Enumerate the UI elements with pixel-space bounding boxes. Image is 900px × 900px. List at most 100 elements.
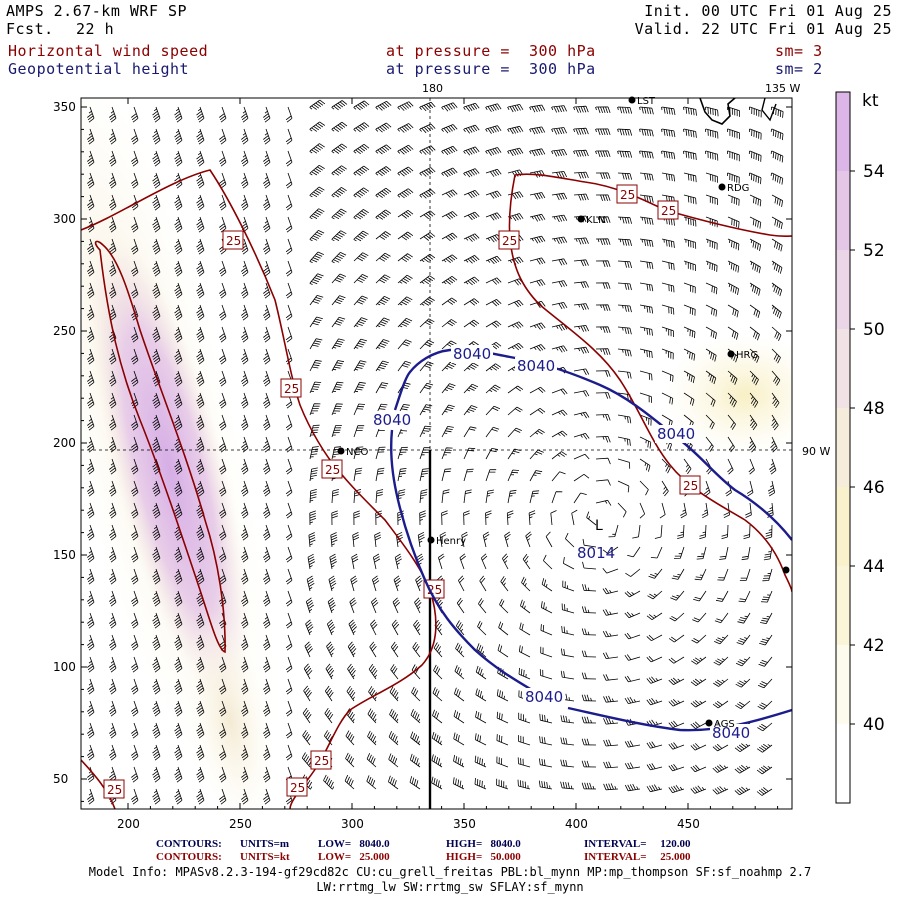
wind-barb — [551, 236, 568, 244]
wind-barb — [691, 634, 707, 644]
wind-barb — [328, 575, 337, 592]
wind-barb — [109, 480, 117, 497]
wind-barb — [683, 392, 695, 406]
wind-barb — [152, 678, 161, 695]
wind-barb — [624, 611, 641, 619]
wind-barb — [459, 553, 466, 570]
wind-barb — [595, 194, 611, 202]
wind-barb — [390, 641, 399, 658]
wind-barb — [353, 317, 368, 328]
wind-barb — [219, 766, 227, 783]
wind-barb — [152, 238, 161, 255]
wind-barb — [241, 634, 249, 651]
wind-barb — [131, 590, 139, 607]
colorbar-segment — [836, 171, 850, 250]
wind-barb — [174, 678, 183, 695]
wind-barb — [573, 390, 590, 397]
wind-barb — [263, 546, 271, 563]
wind-barb — [241, 766, 249, 783]
wind-barb — [391, 619, 400, 636]
wind-barb — [219, 106, 227, 123]
wind-barb — [771, 414, 779, 431]
wind-barb — [463, 102, 480, 112]
wind-barb — [219, 326, 227, 343]
wind-barb — [109, 172, 117, 189]
wind-barb — [736, 634, 751, 645]
wind-barb — [131, 480, 139, 497]
wind-barb — [196, 480, 205, 497]
wind-barb — [397, 296, 413, 306]
wind-barb — [734, 743, 751, 753]
wind-barb — [303, 685, 312, 702]
wind-barb — [419, 210, 436, 220]
wind-barb — [397, 382, 411, 394]
wind-barb — [241, 612, 249, 629]
colorbar-segment — [836, 566, 850, 645]
wind-barb — [397, 360, 412, 372]
wind-barb — [551, 409, 568, 416]
wind-barb — [309, 99, 326, 110]
y-tick-label: 350 — [53, 100, 76, 114]
wind-barb — [617, 348, 632, 357]
wind-barb — [668, 742, 685, 750]
wind-barb — [87, 480, 95, 497]
wind-barb — [196, 722, 205, 739]
wind-barb — [749, 348, 760, 363]
wind-barb — [219, 744, 227, 761]
wind-barb — [498, 621, 509, 636]
wind-barb — [433, 642, 443, 658]
wind-barb — [285, 480, 293, 497]
height-contour-label: 8040 — [517, 357, 555, 375]
wind-barb — [219, 260, 227, 277]
wind-barb — [388, 775, 399, 790]
wind-barb — [323, 774, 335, 790]
wind-barb — [543, 554, 553, 570]
wind-barb — [109, 458, 117, 475]
x-tick-label: 450 — [677, 817, 700, 831]
wind-barb — [441, 275, 458, 285]
wind-barb — [174, 480, 183, 497]
wind-barb — [309, 186, 325, 198]
wind-barb — [263, 590, 271, 607]
wind-barb — [639, 304, 654, 314]
wind-barb — [497, 644, 509, 658]
wind-barb — [375, 122, 392, 133]
wind-barb — [507, 342, 524, 351]
wind-barb — [650, 546, 663, 559]
wind-barb — [507, 469, 520, 482]
wind-barb — [375, 489, 384, 504]
wind-barb — [331, 489, 340, 504]
wind-barb — [196, 546, 205, 563]
wind-barb — [397, 468, 407, 482]
wind-barb — [196, 282, 205, 299]
model-title: AMPS 2.67-km WRF SP — [6, 2, 188, 20]
wind-barb — [694, 568, 707, 581]
wind-barb — [174, 502, 183, 519]
wind-barb — [749, 238, 761, 251]
wind-barb — [285, 414, 293, 431]
wind-barb — [174, 172, 183, 189]
wind-barb — [582, 538, 597, 548]
wind-barb — [617, 238, 632, 247]
wind-barb — [219, 546, 227, 563]
wind-barb — [263, 722, 271, 739]
wind-barb — [485, 341, 502, 350]
wind-barb — [353, 274, 369, 284]
wind-barb — [745, 502, 752, 518]
wind-barb — [152, 700, 161, 717]
wind-barb — [309, 208, 325, 220]
wind-barb — [639, 194, 654, 203]
wind-barb — [661, 282, 675, 293]
wind-barb — [87, 568, 95, 585]
wind-barb — [485, 277, 502, 285]
wind-barb — [595, 370, 611, 377]
wind-barb — [219, 348, 227, 365]
wind-barb — [397, 209, 414, 219]
wind-barb — [285, 106, 293, 123]
wind-barb — [219, 524, 227, 541]
y-tick-label: 250 — [53, 324, 76, 338]
wind-barb — [529, 279, 546, 287]
wind-barb — [529, 470, 543, 482]
wind-barb — [219, 128, 227, 145]
wind-barb — [219, 458, 227, 475]
